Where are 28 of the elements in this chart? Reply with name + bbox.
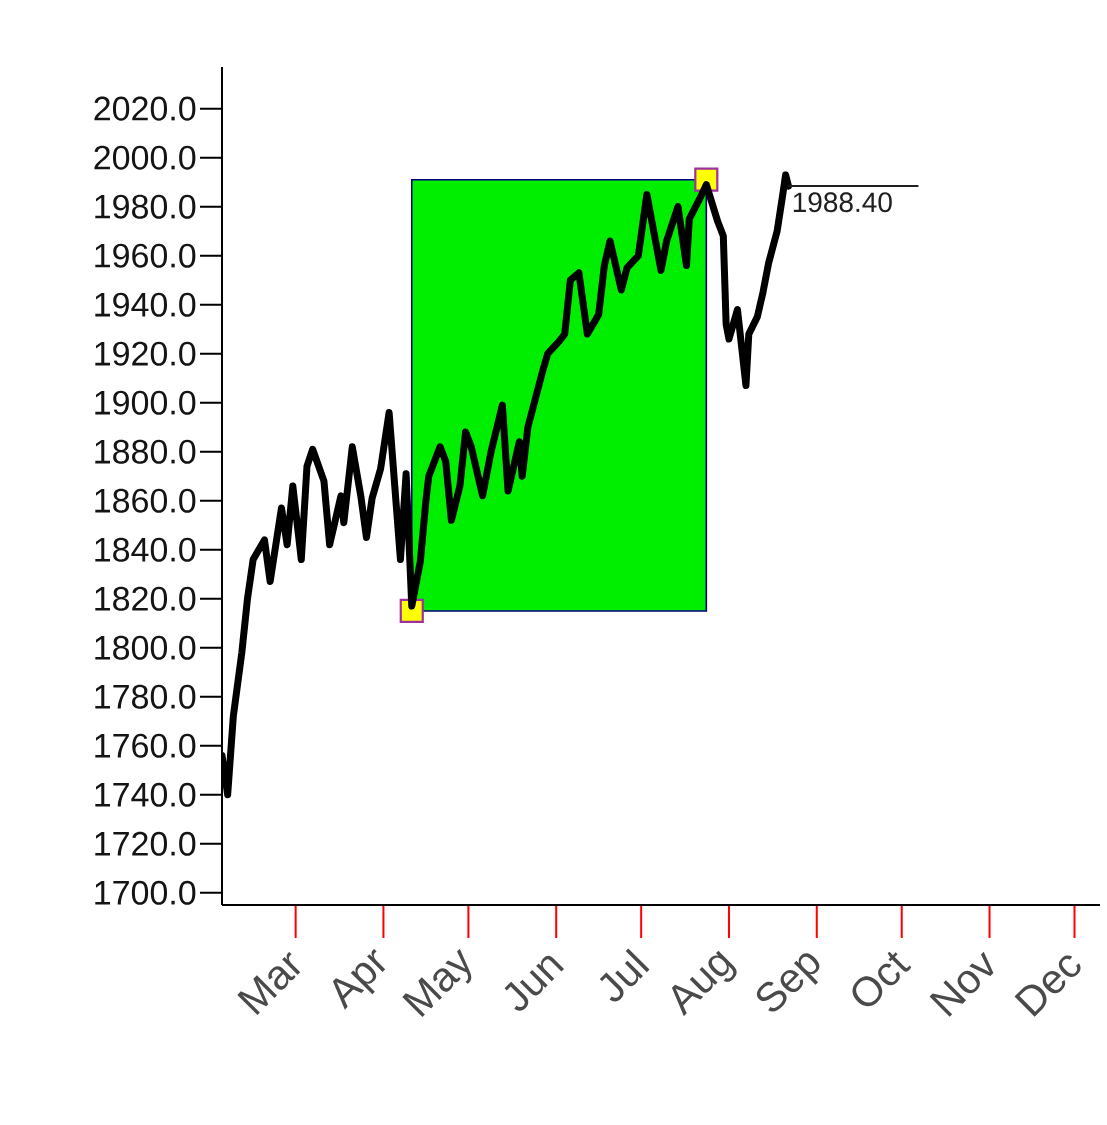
x-tick-label: Dec <box>1014 955 1081 1017</box>
y-tick-label: 1700.0 <box>95 880 196 905</box>
y-tick-label: 1940.0 <box>95 292 196 317</box>
y-tick-label: 1980.0 <box>95 194 196 219</box>
x-tick-label: May <box>402 948 472 1018</box>
x-tick-label: Sep <box>756 953 820 1012</box>
y-tick-label: 2020.0 <box>94 96 196 121</box>
x-tick-label: Jun <box>504 955 565 1011</box>
y-tick-label: 1880.0 <box>95 439 196 464</box>
y-tick-label: 1780.0 <box>95 684 196 709</box>
y-tick-label: 2000.0 <box>94 145 196 170</box>
y-tick-label: 1740.0 <box>95 782 196 807</box>
y-tick-label: 1820.0 <box>95 586 196 611</box>
y-tick-label: 1900.0 <box>95 390 196 415</box>
y-tick-label: 1860.0 <box>95 488 196 513</box>
x-tick-label: Aug <box>671 950 737 1017</box>
y-tick-label: 1800.0 <box>95 635 196 660</box>
x-tick-label: Mar <box>237 951 301 1016</box>
x-tick-label: Nov <box>929 951 994 1017</box>
y-tick-label: 1720.0 <box>95 831 196 856</box>
x-tick-label: Jul <box>599 948 650 1002</box>
y-tick-label: 1760.0 <box>95 733 196 758</box>
y-tick-label: 1960.0 <box>95 243 196 268</box>
y-tick-label: 1840.0 <box>95 537 196 562</box>
x-tick-label: Oct <box>852 951 912 1007</box>
x-tick-label: Apr <box>332 949 386 1010</box>
y-tick-label: 1920.0 <box>95 341 196 366</box>
annotation: 1988.40 <box>793 192 892 213</box>
